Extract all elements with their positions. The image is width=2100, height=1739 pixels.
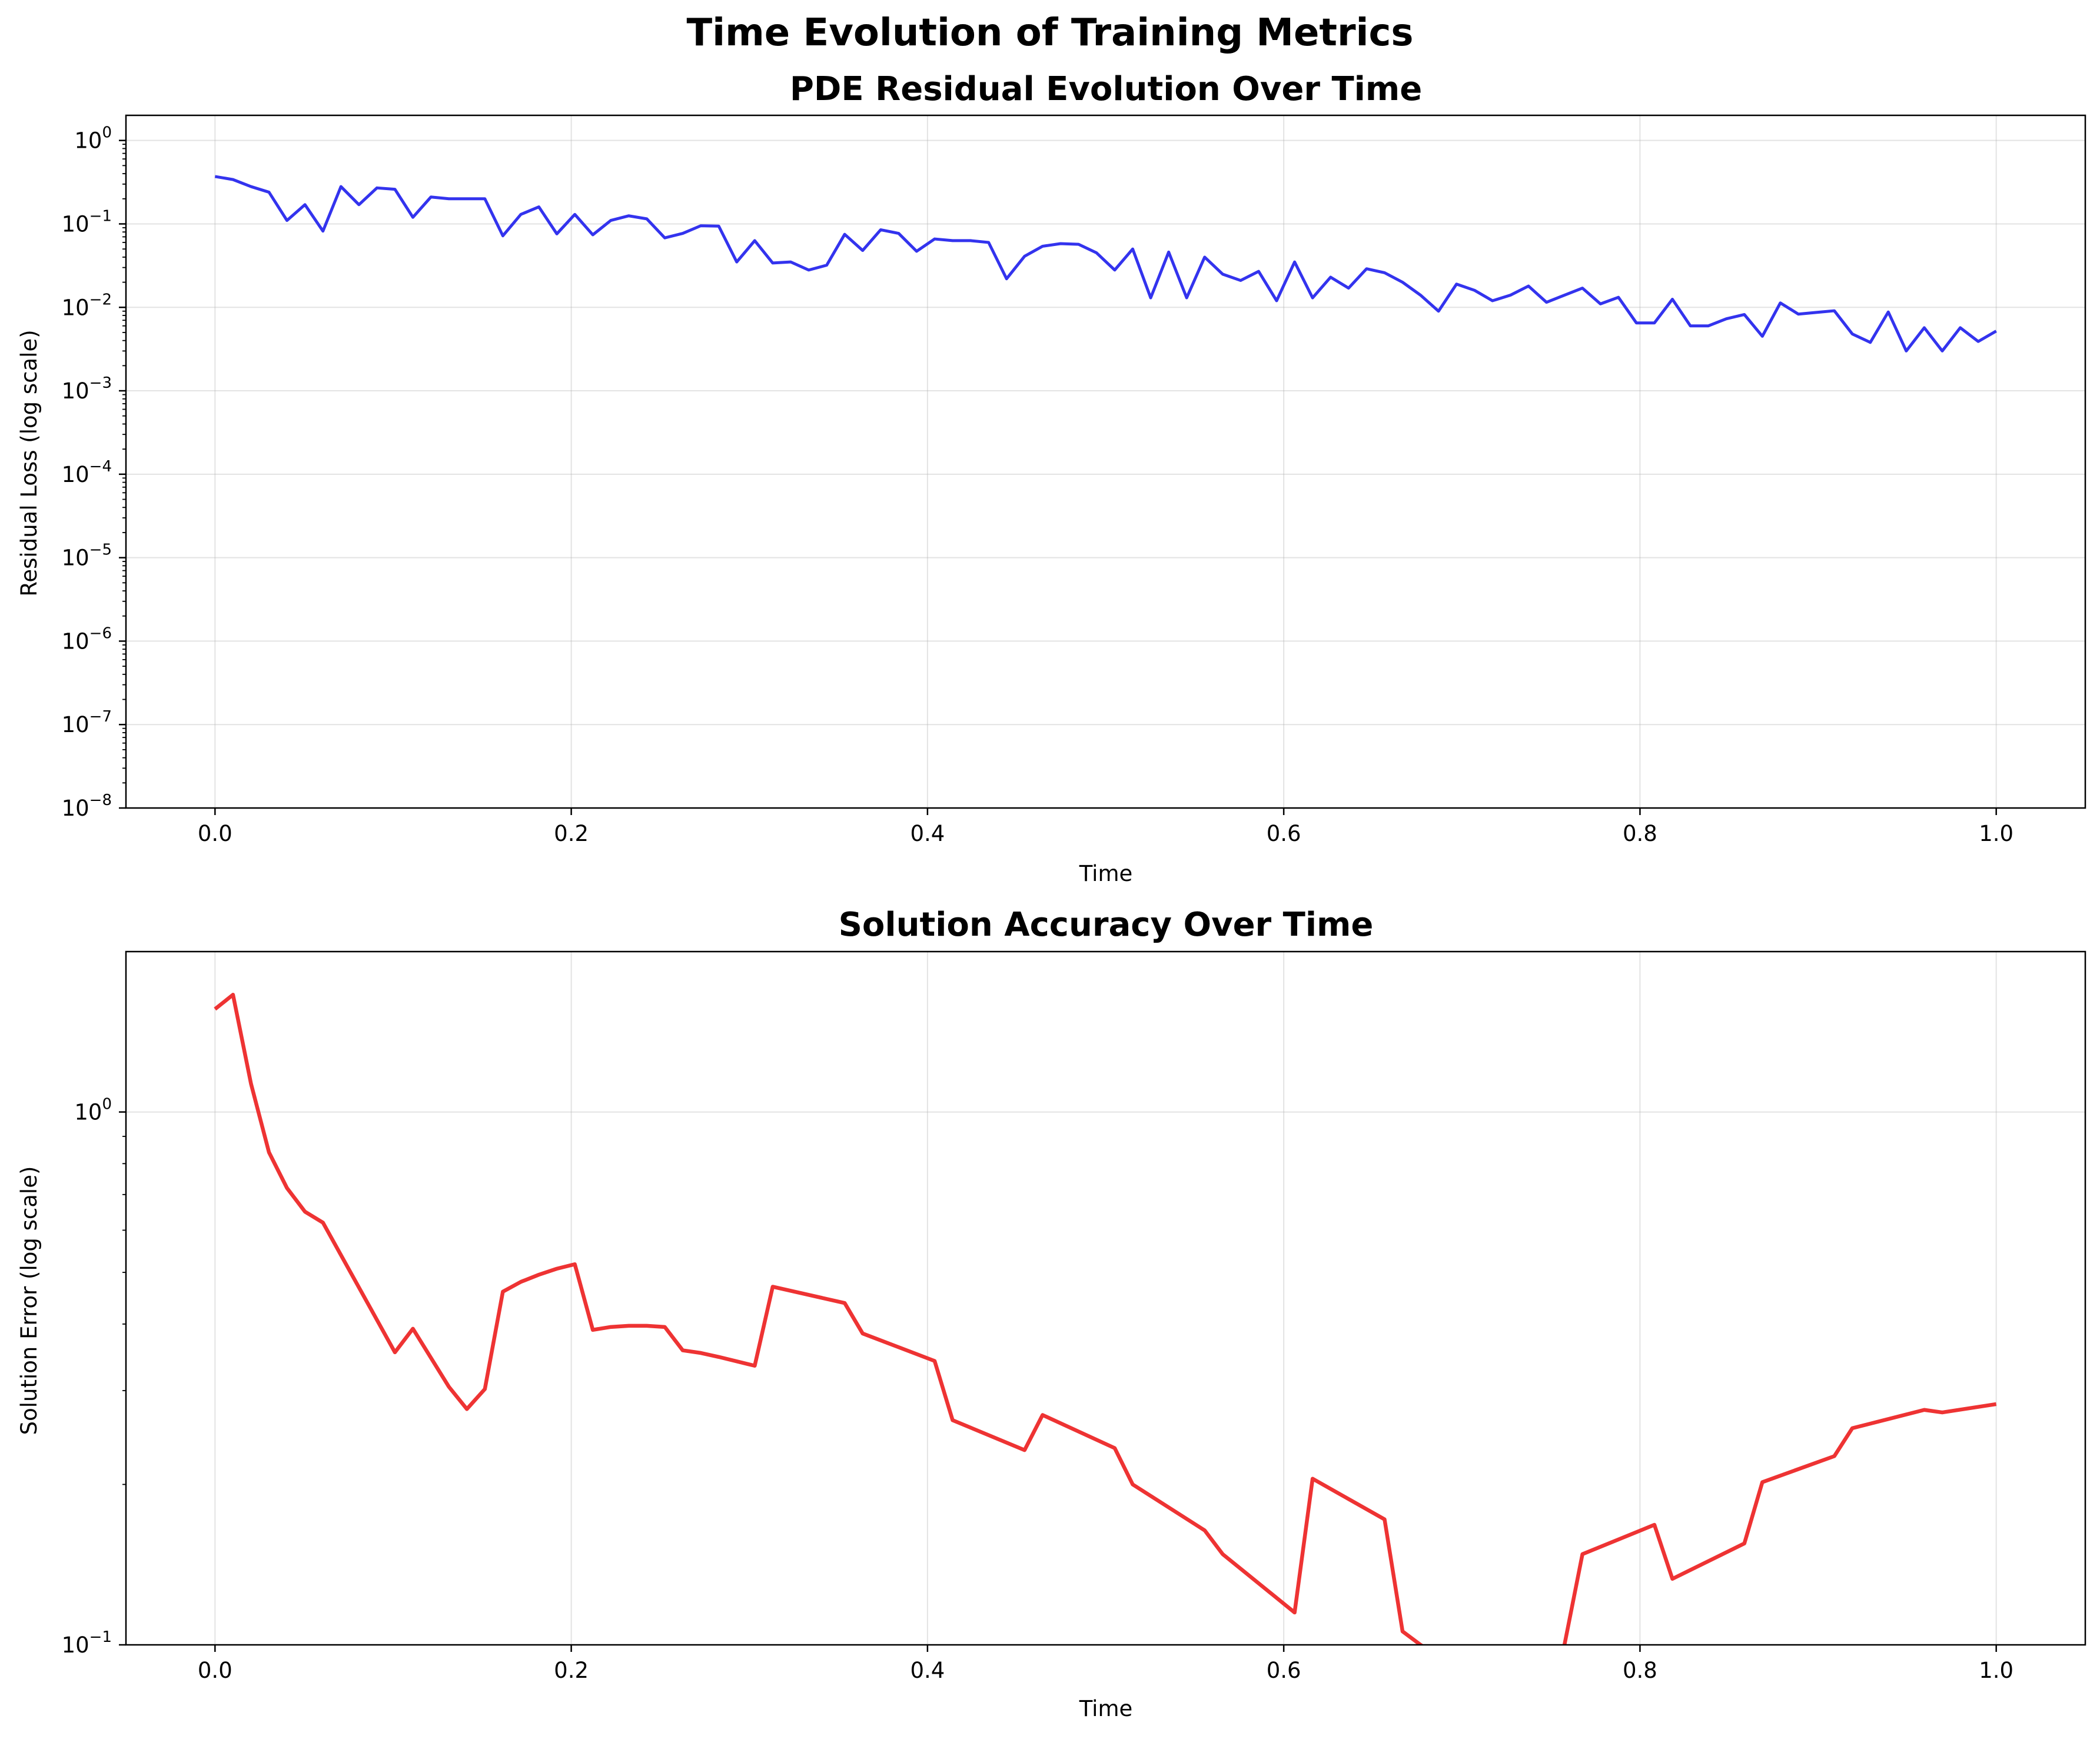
residual-xtick-label-5: 1.0 [1979,821,2013,846]
residual-ytick-label-7: 10−1 [62,207,112,237]
accuracy-chart: Solution Accuracy Over Time Time Solutio… [16,906,2086,1721]
accuracy-series-line-0 [214,993,1997,1645]
residual-xtick-label-3: 0.6 [1267,821,1301,846]
accuracy-ytick-label-0: 10−1 [62,1628,112,1658]
accuracy-xtick-label-3: 0.6 [1267,1658,1301,1683]
residual-ytick-label-8: 100 [74,124,112,154]
residual-chart: PDE Residual Evolution Over Time Time Re… [16,70,2086,886]
residual-ytick-label-1: 10−7 [62,708,112,737]
residual-xtick-label-2: 0.4 [910,821,945,846]
accuracy-chart-ylabel: Solution Error (log scale) [16,1166,42,1435]
figure-suptitle: Time Evolution of Training Metrics [687,11,1414,55]
residual-series-line-0 [214,175,1997,353]
accuracy-ytick-label-1: 100 [74,1096,112,1125]
accuracy-xtick-label-2: 0.4 [910,1658,945,1683]
residual-chart-title: PDE Residual Evolution Over Time [790,70,1422,108]
residual-xtick-label-4: 0.8 [1623,821,1657,846]
accuracy-xtick-label-1: 0.2 [554,1658,589,1683]
accuracy-xtick-label-0: 0.0 [198,1658,232,1683]
residual-chart-xlabel: Time [1079,861,1133,886]
residual-ytick-label-6: 10−2 [62,291,112,320]
accuracy-xtick-label-5: 1.0 [1979,1658,2013,1683]
residual-chart-ylabel: Residual Loss (log scale) [16,330,42,596]
residual-xtick-label-1: 0.2 [554,821,589,846]
accuracy-axes-frame [125,950,2086,1646]
residual-ytick-label-0: 10−8 [62,792,112,821]
residual-ytick-label-4: 10−4 [62,458,112,487]
accuracy-chart-xlabel: Time [1079,1696,1133,1721]
accuracy-xtick-label-4: 0.8 [1623,1658,1657,1683]
residual-axes-frame [125,114,2086,809]
residual-ytick-label-3: 10−5 [62,541,112,571]
residual-xtick-label-0: 0.0 [198,821,232,846]
residual-ytick-label-5: 10−3 [62,374,112,404]
accuracy-chart-title: Solution Accuracy Over Time [839,906,1374,944]
residual-ytick-label-2: 10−6 [62,624,112,654]
